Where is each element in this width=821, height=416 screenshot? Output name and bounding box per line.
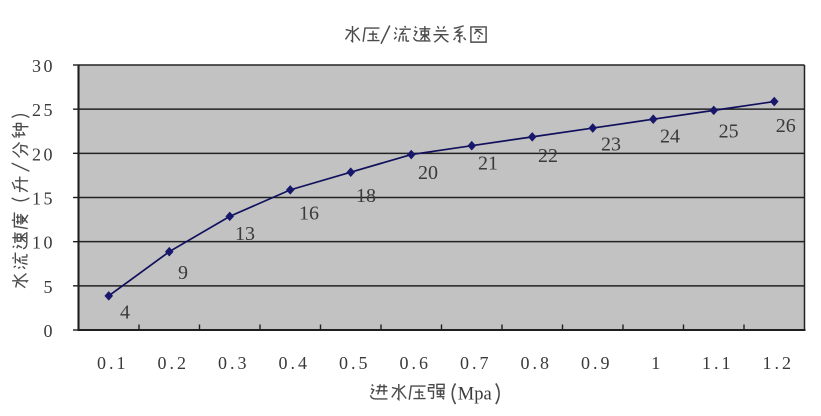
- svg-text:1.1: 1.1: [702, 353, 734, 373]
- svg-text:20: 20: [418, 162, 438, 184]
- svg-text:0.7: 0.7: [460, 353, 492, 373]
- svg-text:21: 21: [478, 153, 498, 175]
- svg-text:18: 18: [356, 185, 376, 207]
- svg-text:0.2: 0.2: [157, 353, 189, 373]
- svg-text:Mpa: Mpa: [458, 385, 492, 405]
- svg-text:0.8: 0.8: [520, 353, 552, 373]
- svg-text:25: 25: [32, 100, 55, 120]
- svg-text:10: 10: [32, 233, 55, 253]
- svg-text:1.2: 1.2: [762, 353, 794, 373]
- svg-text:30: 30: [32, 56, 55, 76]
- svg-text:4: 4: [120, 302, 130, 324]
- svg-text:24: 24: [660, 126, 680, 148]
- svg-text:1: 1: [651, 353, 663, 373]
- svg-text:15: 15: [32, 189, 55, 209]
- svg-text:0.3: 0.3: [218, 353, 250, 373]
- svg-text:9: 9: [178, 262, 188, 284]
- svg-text:0.9: 0.9: [581, 353, 613, 373]
- svg-text:5: 5: [44, 277, 56, 297]
- svg-text:0: 0: [44, 321, 56, 341]
- svg-text:16: 16: [299, 203, 319, 225]
- svg-text:13: 13: [235, 223, 255, 245]
- svg-text:0.5: 0.5: [339, 353, 371, 373]
- svg-text:26: 26: [776, 115, 796, 137]
- svg-text:0.4: 0.4: [278, 353, 310, 373]
- svg-text:0.6: 0.6: [399, 353, 431, 373]
- svg-text:22: 22: [538, 145, 558, 167]
- svg-text:20: 20: [32, 144, 55, 164]
- svg-text:25: 25: [719, 121, 739, 143]
- svg-text:23: 23: [601, 134, 621, 156]
- svg-text:0.1: 0.1: [97, 353, 129, 373]
